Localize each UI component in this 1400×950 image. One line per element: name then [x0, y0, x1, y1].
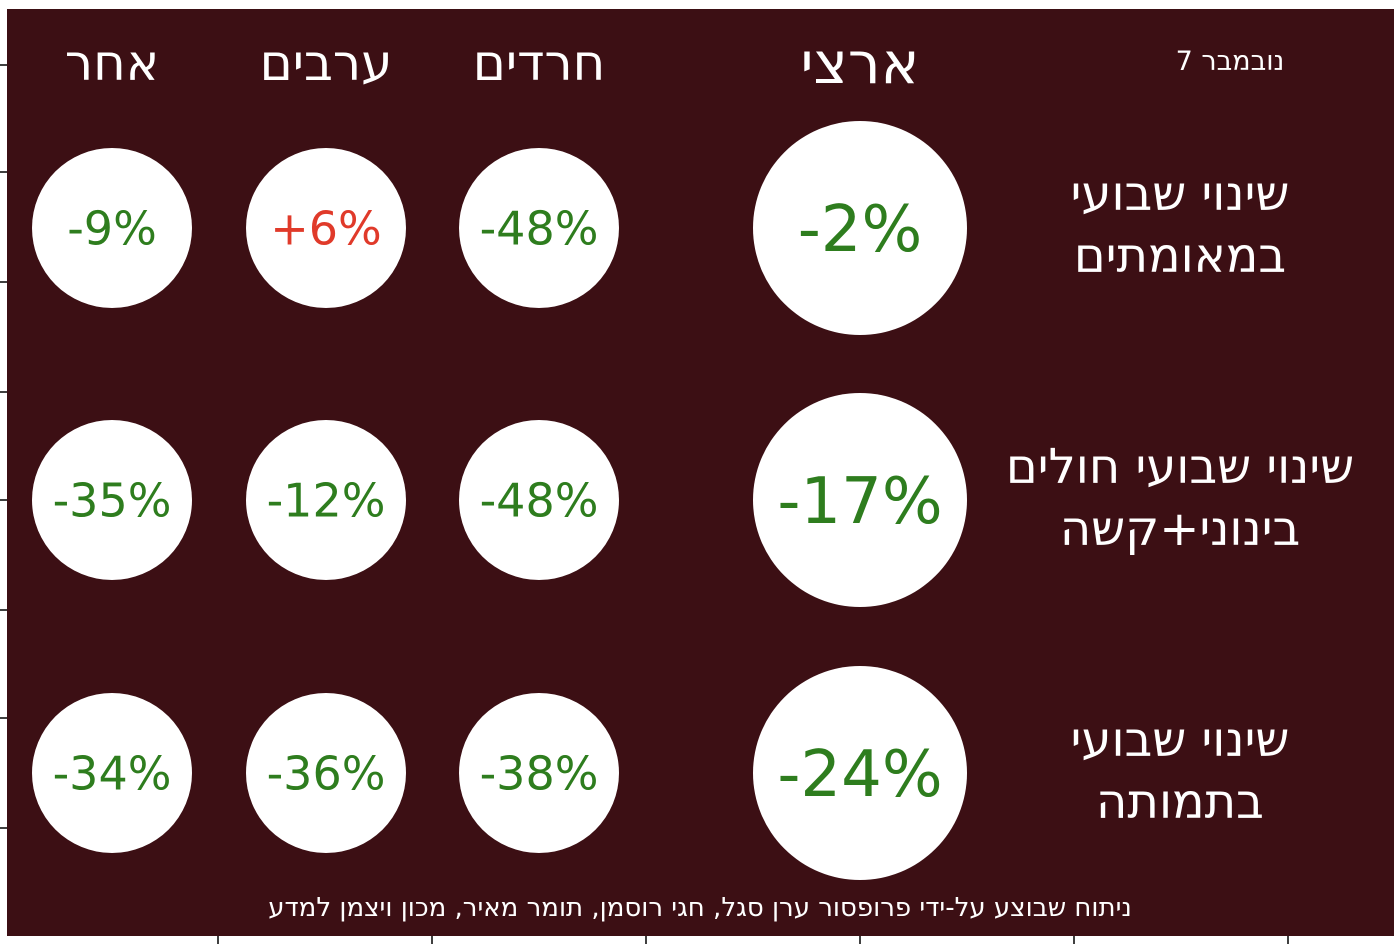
value-label-deaths-haredi: -38% — [480, 747, 599, 801]
row-label-deaths-line1: שינוי שבועי — [1071, 712, 1290, 768]
value-circle-cases-other — [32, 148, 192, 308]
row-label-deaths-line2: בתמותה — [1096, 774, 1264, 830]
value-circle-severe-haredi — [459, 420, 619, 580]
value-circle-deaths-other — [32, 693, 192, 853]
column-header-other: אחר — [65, 34, 159, 92]
column-headers: ארצי חרדים ערבים אחר — [65, 29, 920, 97]
value-circle-deaths-arab — [246, 693, 406, 853]
value-label-severe-arab: -12% — [267, 474, 386, 528]
date-label: נובמבר 7 — [1176, 46, 1285, 77]
value-label-severe-haredi: -48% — [480, 474, 599, 528]
value-circle-severe-national — [753, 393, 967, 607]
axis-ticks — [0, 64, 1289, 944]
value-cells: -2% -48% +6% -9% -17% -48% -12% -35% -24% -38% -36… — [32, 121, 967, 880]
value-label-cases-national: -2% — [798, 193, 923, 267]
value-label-deaths-arab: -36% — [267, 747, 386, 801]
value-circle-severe-other — [32, 420, 192, 580]
row-labels: שינוי שבועי במאומתים שינוי שבועי חולים ב… — [1006, 166, 1354, 830]
value-label-cases-arab: +6% — [270, 202, 382, 256]
value-label-severe-other: -35% — [53, 474, 172, 528]
value-circle-deaths-haredi — [459, 693, 619, 853]
footer-credit: ניתוח שבוצע על-ידי פרופסור ערן סגל, חגי … — [268, 893, 1132, 923]
value-label-deaths-national: -24% — [777, 738, 942, 812]
value-circle-severe-arab — [246, 420, 406, 580]
value-label-cases-haredi: -48% — [480, 202, 599, 256]
value-circle-cases-haredi — [459, 148, 619, 308]
value-label-severe-national: -17% — [777, 465, 942, 539]
column-header-arab: ערבים — [260, 34, 393, 92]
value-label-deaths-other: -34% — [53, 747, 172, 801]
column-header-national: ארצי — [801, 29, 920, 97]
row-label-cases-line2: במאומתים — [1074, 228, 1286, 284]
row-label-severe-line1: שינוי שבועי חולים — [1006, 439, 1354, 495]
row-label-severe-line2: בינוני+קשה — [1060, 501, 1300, 557]
value-circle-deaths-national — [753, 666, 967, 880]
row-label-cases-line1: שינוי שבועי — [1071, 166, 1290, 222]
value-label-cases-other: -9% — [67, 202, 157, 256]
column-header-haredi: חרדים — [473, 34, 606, 92]
chart-background — [7, 9, 1394, 936]
value-circle-cases-arab — [246, 148, 406, 308]
value-circle-cases-national — [753, 121, 967, 335]
